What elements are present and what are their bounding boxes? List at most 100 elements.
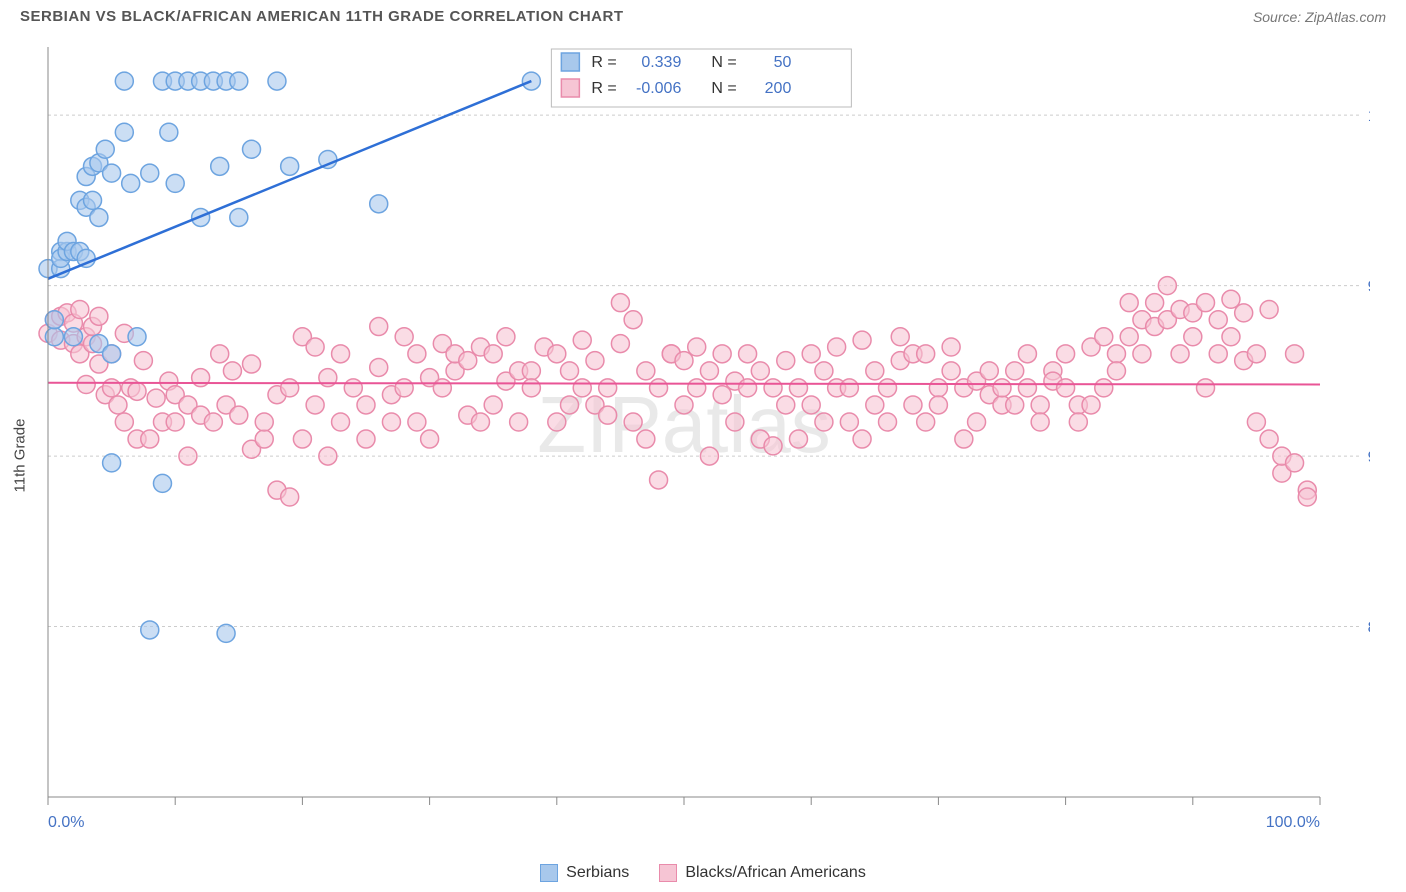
data-point bbox=[904, 396, 922, 414]
data-point bbox=[370, 358, 388, 376]
data-point bbox=[166, 174, 184, 192]
data-point bbox=[739, 379, 757, 397]
data-point bbox=[1298, 488, 1316, 506]
data-point bbox=[917, 345, 935, 363]
svg-text:R =: R = bbox=[591, 80, 616, 97]
data-point bbox=[293, 430, 311, 448]
data-point bbox=[777, 396, 795, 414]
data-point bbox=[1095, 328, 1113, 346]
legend-label: Serbians bbox=[566, 864, 629, 882]
data-point bbox=[122, 174, 140, 192]
data-point bbox=[624, 413, 642, 431]
trend-line bbox=[48, 383, 1320, 385]
data-point bbox=[230, 72, 248, 90]
data-point bbox=[223, 362, 241, 380]
svg-text:R =: R = bbox=[591, 54, 616, 71]
data-point bbox=[211, 157, 229, 175]
data-point bbox=[853, 331, 871, 349]
data-point bbox=[395, 328, 413, 346]
footer-legend: Serbians Blacks/African Americans bbox=[0, 864, 1406, 882]
data-point bbox=[281, 157, 299, 175]
data-point bbox=[408, 345, 426, 363]
data-point bbox=[103, 454, 121, 472]
data-point bbox=[1120, 328, 1138, 346]
data-point bbox=[103, 379, 121, 397]
data-point bbox=[484, 345, 502, 363]
data-point bbox=[522, 379, 540, 397]
data-point bbox=[1158, 277, 1176, 295]
data-point bbox=[109, 396, 127, 414]
data-point bbox=[1197, 379, 1215, 397]
data-point bbox=[764, 437, 782, 455]
data-point bbox=[90, 208, 108, 226]
data-point bbox=[802, 345, 820, 363]
data-point bbox=[739, 345, 757, 363]
svg-text:100.0%: 100.0% bbox=[1266, 814, 1320, 831]
data-point bbox=[1018, 345, 1036, 363]
data-point bbox=[650, 379, 668, 397]
data-point bbox=[929, 379, 947, 397]
data-point bbox=[357, 396, 375, 414]
data-point bbox=[840, 413, 858, 431]
data-point bbox=[344, 379, 362, 397]
data-point bbox=[853, 430, 871, 448]
data-point bbox=[777, 352, 795, 370]
legend-item: Blacks/African Americans bbox=[659, 864, 866, 882]
data-point bbox=[1286, 345, 1304, 363]
svg-text:200: 200 bbox=[765, 80, 792, 97]
data-point bbox=[968, 413, 986, 431]
data-point bbox=[230, 406, 248, 424]
data-point bbox=[1286, 454, 1304, 472]
data-point bbox=[1069, 413, 1087, 431]
data-point bbox=[421, 430, 439, 448]
trend-line bbox=[48, 81, 531, 279]
data-point bbox=[561, 362, 579, 380]
data-point bbox=[71, 301, 89, 319]
data-point bbox=[96, 140, 114, 158]
legend-swatch bbox=[659, 864, 677, 882]
data-point bbox=[1171, 345, 1189, 363]
data-point bbox=[230, 208, 248, 226]
data-point bbox=[1184, 328, 1202, 346]
data-point bbox=[700, 447, 718, 465]
chart-container: 11th Grade 85.0%90.0%95.0%100.0%ZIPatlas… bbox=[30, 37, 1406, 857]
data-point bbox=[268, 72, 286, 90]
data-point bbox=[141, 430, 159, 448]
scatter-chart: 85.0%90.0%95.0%100.0%ZIPatlas0.0%100.0%R… bbox=[30, 37, 1370, 857]
data-point bbox=[484, 396, 502, 414]
data-point bbox=[675, 396, 693, 414]
data-point bbox=[332, 345, 350, 363]
legend-item: Serbians bbox=[540, 864, 629, 882]
data-point bbox=[548, 345, 566, 363]
data-point bbox=[548, 413, 566, 431]
data-point bbox=[1146, 294, 1164, 312]
data-point bbox=[561, 396, 579, 414]
data-point bbox=[395, 379, 413, 397]
data-point bbox=[688, 338, 706, 356]
data-point bbox=[64, 328, 82, 346]
data-point bbox=[77, 376, 95, 394]
data-point bbox=[1018, 379, 1036, 397]
data-point bbox=[115, 413, 133, 431]
data-point bbox=[370, 195, 388, 213]
data-point bbox=[147, 389, 165, 407]
data-point bbox=[789, 430, 807, 448]
data-point bbox=[942, 338, 960, 356]
svg-text:0.0%: 0.0% bbox=[48, 814, 84, 831]
data-point bbox=[306, 396, 324, 414]
data-point bbox=[1209, 311, 1227, 329]
data-point bbox=[802, 396, 820, 414]
data-point bbox=[128, 382, 146, 400]
data-point bbox=[510, 413, 528, 431]
data-point bbox=[471, 413, 489, 431]
data-point bbox=[319, 447, 337, 465]
data-point bbox=[789, 379, 807, 397]
data-point bbox=[599, 379, 617, 397]
data-point bbox=[917, 413, 935, 431]
data-point bbox=[586, 352, 604, 370]
data-point bbox=[688, 379, 706, 397]
data-point bbox=[115, 72, 133, 90]
legend-swatch bbox=[540, 864, 558, 882]
data-point bbox=[993, 379, 1011, 397]
data-point bbox=[179, 447, 197, 465]
